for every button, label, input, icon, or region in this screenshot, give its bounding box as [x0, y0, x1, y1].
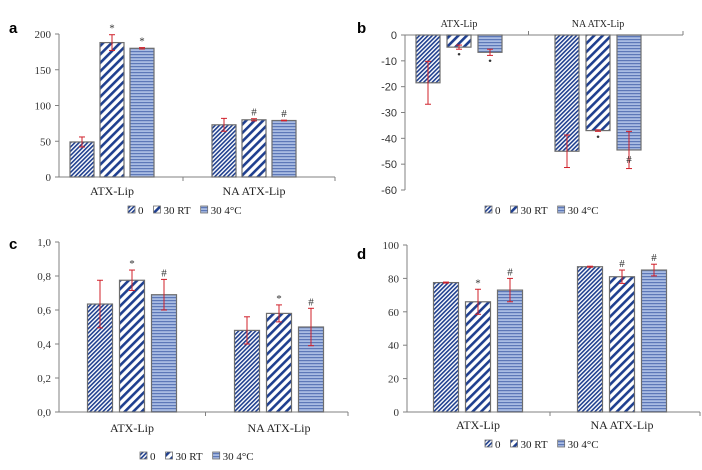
- legend-swatch: [139, 451, 148, 460]
- y-tick-label: 40: [388, 340, 400, 352]
- bar: [150, 294, 178, 413]
- panel-a: a 0 50 100 150 200 ATX-Lip NA ATX-Lip * # * #0 30 RT…: [9, 20, 336, 217]
- legend-label: 30 4°C: [568, 439, 599, 451]
- significance-marker: *: [129, 258, 135, 270]
- y-tick-label: -60: [381, 185, 397, 197]
- category-label: NA ATX-Lip: [223, 184, 286, 198]
- y-tick-label: -30: [381, 108, 397, 120]
- significance-marker: #: [281, 108, 287, 120]
- bar: [554, 34, 580, 152]
- bar: [241, 119, 267, 178]
- bar: [640, 269, 668, 413]
- y-tick-label: 20: [388, 374, 400, 386]
- category-label: ATX-Lip: [441, 19, 478, 30]
- legend-label: 30 RT: [164, 205, 191, 217]
- panel-letter: b: [357, 20, 366, 37]
- legend-label: 0: [138, 205, 144, 217]
- y-tick-label: 100: [383, 240, 400, 252]
- significance-marker: #: [161, 267, 167, 279]
- y-tick-label: 50: [40, 136, 52, 148]
- bar: [464, 301, 492, 413]
- significance-marker: *: [139, 36, 145, 48]
- y-tick-label: 0,8: [37, 271, 51, 283]
- y-tick-label: 200: [35, 29, 52, 41]
- y-tick-label: 150: [35, 65, 52, 77]
- category-label: ATX-Lip: [110, 421, 154, 435]
- bar: [576, 266, 604, 413]
- legend-swatch: [127, 205, 136, 214]
- legend-swatch: [200, 205, 209, 214]
- y-tick-label: 0,6: [37, 305, 51, 317]
- y-tick-label: 0,2: [37, 373, 51, 385]
- significance-marker: *: [276, 293, 282, 305]
- y-tick-label: -40: [381, 133, 397, 145]
- category-label: NA ATX-Lip: [591, 418, 654, 432]
- legend-label: 30 4°C: [223, 451, 254, 463]
- y-tick-label: 0,4: [37, 339, 51, 351]
- legend-label: 30 RT: [521, 439, 548, 451]
- significance-marker: •: [596, 131, 600, 143]
- panel-d: d 0 20 40 60 80 100 ATX-Lip NA ATX-Lip * # # #0 30 RT…: [357, 240, 701, 451]
- category-label: NA ATX-Lip: [572, 19, 625, 30]
- legend-label: 0: [495, 205, 501, 217]
- significance-marker: •: [457, 49, 461, 61]
- bar: [585, 34, 611, 132]
- legend-label: 0: [495, 439, 501, 451]
- y-tick-label: 100: [35, 101, 52, 113]
- category-label: NA ATX-Lip: [248, 421, 311, 435]
- y-tick-label: 60: [388, 307, 400, 319]
- legend-swatch: [557, 439, 566, 448]
- bar: [265, 312, 293, 413]
- panel-letter: d: [357, 246, 366, 263]
- legend-label: 30 RT: [176, 451, 203, 463]
- significance-marker: •: [488, 55, 492, 67]
- significance-marker: #: [651, 252, 657, 264]
- legend-swatch: [510, 439, 518, 448]
- panel-letter: a: [9, 20, 18, 37]
- y-tick-label: 0: [391, 30, 397, 42]
- bar: [118, 279, 146, 413]
- bar: [297, 326, 325, 413]
- bar: [432, 281, 460, 413]
- y-tick-label: 0,0: [37, 407, 51, 419]
- y-tick-label: -10: [381, 56, 397, 68]
- bar: [99, 41, 125, 178]
- significance-marker: #: [251, 107, 257, 119]
- y-tick-label: -20: [381, 82, 397, 94]
- legend-swatch: [557, 205, 566, 214]
- significance-marker: #: [308, 296, 314, 308]
- significance-marker: #: [507, 266, 513, 278]
- legend-label: 30 4°C: [568, 205, 599, 217]
- bar: [129, 47, 155, 178]
- y-tick-label: 0: [46, 172, 52, 184]
- legend-label: 0: [150, 451, 156, 463]
- bar: [271, 119, 297, 178]
- panel-c: c 0,0 0,2 0,4 0,6 0,8 1,0 ATX-Lip NA ATX-Lip * * # #…: [9, 236, 349, 463]
- significance-marker: #: [619, 258, 625, 270]
- category-label: ATX-Lip: [456, 418, 500, 432]
- significance-marker: #: [626, 154, 632, 166]
- legend-swatch: [165, 451, 173, 460]
- category-label: ATX-Lip: [90, 184, 134, 198]
- y-tick-label: 0: [394, 407, 400, 419]
- bar: [608, 276, 636, 413]
- bar: [211, 124, 237, 178]
- legend-swatch: [212, 451, 221, 460]
- panel-letter: c: [9, 236, 17, 253]
- legend-label: 30 RT: [521, 205, 548, 217]
- bar: [496, 289, 524, 413]
- y-tick-label: 80: [388, 273, 400, 285]
- legend-swatch: [484, 439, 493, 448]
- bar: [616, 34, 642, 151]
- legend-swatch: [484, 205, 493, 214]
- legend-swatch: [153, 205, 161, 214]
- significance-marker: *: [475, 277, 481, 289]
- significance-marker: *: [109, 23, 115, 35]
- y-tick-label: -50: [381, 159, 397, 171]
- legend-swatch: [510, 205, 518, 214]
- y-tick-label: 1,0: [37, 237, 51, 249]
- legend-label: 30 4°C: [211, 205, 242, 217]
- panel-b: b 0 -10 -20 -30 -40 -50 -60 ATX-Lip NA ATX-Lip • • •…: [357, 19, 684, 217]
